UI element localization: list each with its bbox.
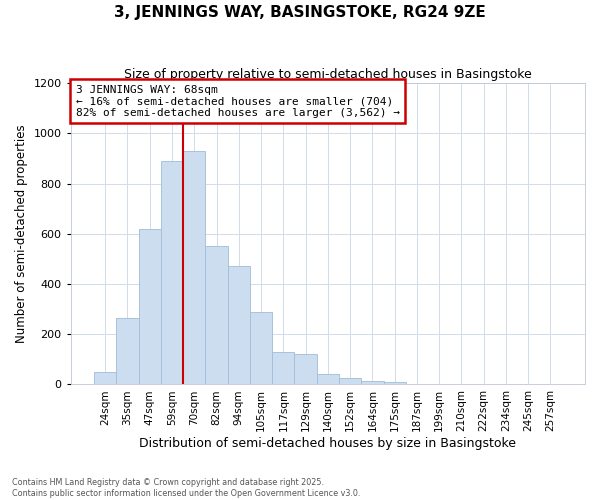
Text: 3 JENNINGS WAY: 68sqm
← 16% of semi-detached houses are smaller (704)
82% of sem: 3 JENNINGS WAY: 68sqm ← 16% of semi-deta…: [76, 84, 400, 118]
Title: Size of property relative to semi-detached houses in Basingstoke: Size of property relative to semi-detach…: [124, 68, 532, 80]
Bar: [139, 228, 161, 384]
Bar: [161, 161, 183, 384]
Bar: [339, 378, 361, 384]
Bar: [272, 352, 295, 384]
Bar: [227, 266, 250, 384]
Bar: [383, 382, 406, 384]
Bar: [94, 372, 116, 384]
Y-axis label: Number of semi-detached properties: Number of semi-detached properties: [15, 124, 28, 343]
Bar: [295, 354, 317, 384]
Text: 3, JENNINGS WAY, BASINGSTOKE, RG24 9ZE: 3, JENNINGS WAY, BASINGSTOKE, RG24 9ZE: [114, 5, 486, 20]
Bar: [317, 374, 339, 384]
Bar: [361, 380, 383, 384]
Bar: [250, 312, 272, 384]
Text: Contains HM Land Registry data © Crown copyright and database right 2025.
Contai: Contains HM Land Registry data © Crown c…: [12, 478, 361, 498]
Bar: [116, 318, 139, 384]
X-axis label: Distribution of semi-detached houses by size in Basingstoke: Distribution of semi-detached houses by …: [139, 437, 517, 450]
Bar: [183, 151, 205, 384]
Bar: [205, 246, 227, 384]
